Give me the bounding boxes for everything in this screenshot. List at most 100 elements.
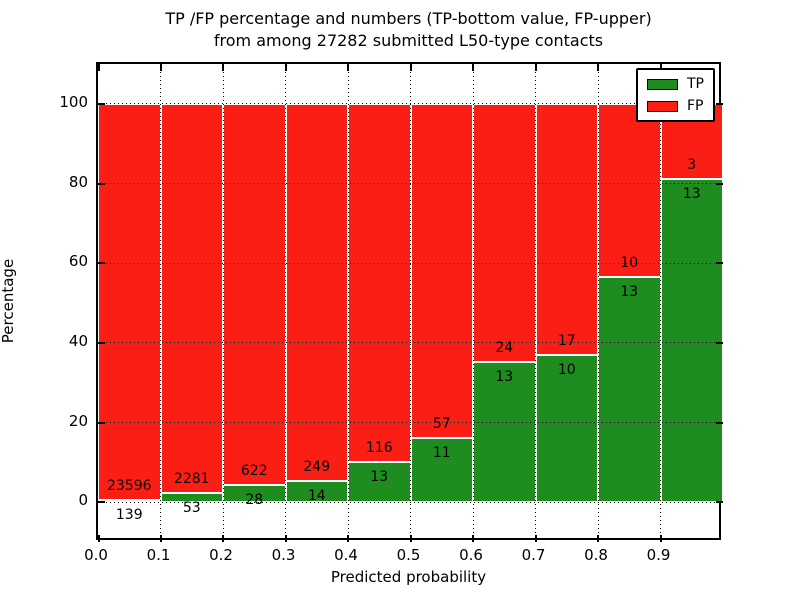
x-tick-mark — [98, 64, 100, 71]
vertical-gridline — [222, 64, 224, 542]
tp-count-label: 28 — [245, 491, 264, 508]
fp-bar-segment — [410, 103, 473, 438]
tp-count-label: 13 — [682, 185, 701, 202]
legend-label-tp: TP — [687, 76, 704, 92]
x-tick-label: 0.8 — [584, 546, 608, 564]
fp-count-label: 116 — [365, 440, 393, 456]
y-tick-mark — [98, 262, 105, 265]
tp-bar-segment — [660, 178, 723, 503]
tp-bar-segment — [598, 277, 661, 503]
vertical-gridline — [410, 64, 411, 542]
vertical-gridline — [535, 64, 536, 542]
x-tick-mark — [534, 64, 537, 71]
y-tick-label: 20 — [68, 411, 88, 430]
legend-label-fp: FP — [687, 98, 704, 114]
fp-count-label: 622 — [240, 462, 268, 479]
fp-swatch-icon — [647, 100, 678, 112]
x-tick-mark — [659, 535, 662, 542]
fp-bar-segment — [535, 103, 598, 355]
fp-count-label: 249 — [303, 458, 331, 475]
fp-bar-segment — [598, 103, 661, 278]
x-tick-mark — [222, 535, 224, 542]
x-tick-label: 0.9 — [646, 546, 671, 564]
vertical-gridline — [285, 64, 286, 542]
y-tick-mark — [98, 501, 105, 504]
fp-bar-segment — [223, 103, 286, 485]
tp-count-label: 53 — [182, 500, 201, 517]
fp-count-label: 10 — [620, 255, 639, 272]
x-tick-mark — [409, 64, 412, 71]
x-tick-mark — [534, 535, 537, 542]
tp-swatch-icon — [647, 78, 678, 90]
x-tick-label: 0.0 — [84, 546, 108, 564]
tp-count-label: 10 — [557, 361, 576, 378]
tp-count-label: 11 — [432, 444, 451, 461]
x-tick-label: 0.1 — [146, 546, 171, 564]
x-tick-label: 0.6 — [459, 546, 483, 564]
horizontal-gridline — [98, 501, 723, 503]
x-tick-mark — [284, 535, 287, 542]
horizontal-gridline — [98, 183, 723, 184]
y-tick-mark — [716, 182, 723, 185]
y-tick-mark — [98, 102, 105, 105]
tp-count-label: 14 — [307, 487, 326, 504]
x-tick-mark — [597, 535, 599, 542]
y-axis-label: Percentage — [0, 258, 17, 344]
x-tick-mark — [222, 64, 224, 71]
fp-count-label: 17 — [557, 332, 576, 349]
x-tick-mark — [597, 64, 599, 71]
y-tick-label: 60 — [68, 252, 88, 271]
horizontal-gridline — [98, 262, 723, 264]
fp-bar-segment — [98, 103, 161, 500]
fp-bar-segment — [473, 103, 536, 363]
x-tick-mark — [159, 64, 162, 71]
x-tick-mark — [159, 535, 162, 542]
plot-area: 23596 139 2281 53 622 28 249 14 116 13 57 11 24 13 17 1… — [96, 62, 723, 542]
tp-count-label: 13 — [370, 469, 389, 485]
x-tick-mark — [347, 535, 349, 542]
y-tick-mark — [716, 262, 723, 265]
x-tick-mark — [472, 64, 474, 71]
x-tick-label: 0.3 — [271, 546, 296, 564]
y-tick-mark — [98, 421, 105, 424]
fp-count-label: 3 — [687, 156, 697, 173]
fp-bar-segment — [285, 103, 348, 481]
fp-count-label: 24 — [495, 340, 514, 357]
vertical-gridline — [597, 64, 599, 542]
fp-count-label: 57 — [432, 415, 451, 432]
x-tick-mark — [472, 535, 474, 542]
fp-count-label: 23596 — [106, 477, 152, 494]
y-tick-mark — [716, 341, 723, 344]
y-tick-label: 40 — [68, 331, 88, 350]
x-tick-label: 0.7 — [521, 546, 546, 564]
y-tick-mark — [98, 182, 105, 185]
tp-count-label: 139 — [115, 506, 143, 523]
tp-count-label: 13 — [495, 369, 514, 386]
vertical-gridline — [660, 64, 661, 542]
x-tick-label: 0.4 — [334, 546, 358, 564]
fp-count-label: 2281 — [173, 471, 210, 488]
x-axis-label: Predicted probability — [330, 568, 487, 586]
y-tick-label: 0 — [78, 491, 88, 510]
y-tick-label: 80 — [68, 172, 88, 191]
tp-count-label: 13 — [620, 284, 639, 301]
legend: TP FP — [636, 68, 715, 122]
legend-item-tp: TP — [647, 77, 704, 91]
horizontal-gridline — [98, 342, 723, 344]
vertical-gridline — [472, 64, 474, 542]
chart-title: TP /FP percentage and numbers (TP-bottom… — [96, 8, 721, 52]
x-tick-label: 0.2 — [209, 546, 233, 564]
y-tick-mark — [716, 501, 723, 504]
horizontal-gridline — [98, 422, 723, 423]
x-tick-label: 0.5 — [396, 546, 421, 564]
y-tick-mark — [98, 341, 105, 344]
fp-bar-segment — [160, 103, 223, 494]
y-tick-mark — [716, 421, 723, 424]
fp-bar-segment — [348, 103, 411, 462]
x-tick-mark — [98, 535, 100, 542]
chart-title-line1: TP /FP percentage and numbers (TP-bottom… — [165, 9, 652, 28]
vertical-gridline — [160, 64, 161, 542]
y-tick-mark — [716, 102, 723, 105]
x-tick-mark — [284, 64, 287, 71]
